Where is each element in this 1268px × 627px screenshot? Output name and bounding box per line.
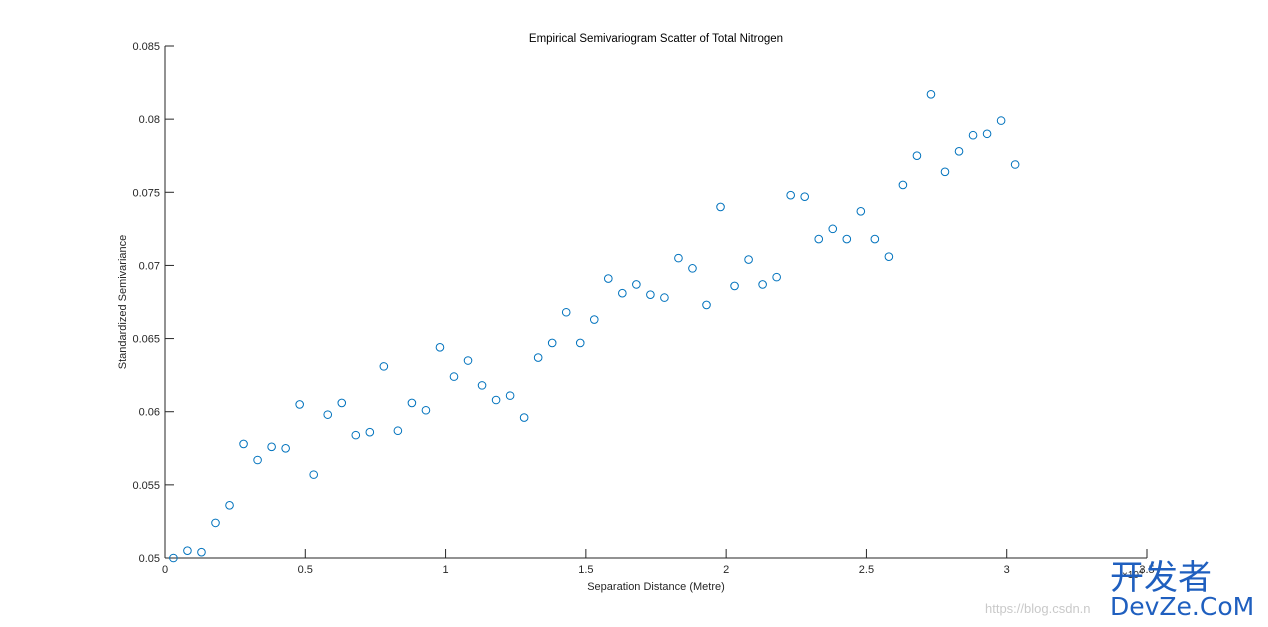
- y-tick-label: 0.07: [139, 260, 160, 272]
- data-point: [618, 288, 627, 298]
- y-ticks: 0.05 0.055 0.06 0.065 0.07 0.075 0.08 0.085: [132, 41, 174, 565]
- data-point: [674, 253, 683, 263]
- data-point: [982, 129, 992, 139]
- data-point: [702, 300, 711, 310]
- data-point: [575, 338, 585, 348]
- data-point: [660, 293, 669, 302]
- x-tick-label: 1: [443, 564, 449, 576]
- data-point: [197, 547, 206, 557]
- x-tick-label: 3: [1004, 564, 1010, 576]
- x-exponent-label: ×104: [1122, 567, 1144, 581]
- data-point: [393, 426, 403, 436]
- data-point: [211, 518, 220, 528]
- y-tick-label: 0.055: [132, 480, 160, 492]
- data-point: [253, 455, 262, 465]
- data-point: [632, 280, 641, 289]
- data-point: [547, 338, 557, 348]
- x-tick-label: 1.5: [578, 564, 593, 576]
- y-tick-label: 0.06: [139, 407, 160, 419]
- data-point: [716, 202, 725, 212]
- axes: [164, 46, 1147, 559]
- data-point: [744, 255, 753, 264]
- data-point: [351, 430, 361, 440]
- data-point: [898, 180, 908, 190]
- data-point: [884, 252, 894, 261]
- x-ticks: 0 0.5 1 1.5 2 2.5 3 3.5: [162, 549, 1155, 576]
- data-point: [435, 343, 445, 352]
- data-point: [926, 89, 936, 99]
- data-point: [239, 439, 248, 449]
- data-point: [800, 192, 810, 201]
- data-point: [646, 290, 655, 299]
- data-point: [912, 151, 922, 161]
- data-point: [604, 274, 613, 283]
- data-point: [842, 234, 852, 244]
- watermark: https://blog.csdn.n 开发者 DevZe.CoM: [985, 558, 1254, 621]
- x-axis-title: Separation Distance (Metre): [587, 581, 725, 593]
- y-tick-label: 0.085: [132, 41, 160, 53]
- data-point: [183, 546, 192, 555]
- data-point: [561, 307, 571, 317]
- x-tick-label: 0: [162, 564, 168, 576]
- data-point: [309, 470, 319, 479]
- data-point: [463, 356, 473, 365]
- data-point: [758, 280, 767, 289]
- data-point: [996, 116, 1006, 125]
- x-exponent-power: 4: [1139, 567, 1144, 576]
- y-tick-label: 0.08: [139, 114, 160, 126]
- data-point: [421, 405, 431, 415]
- watermark-brand-cn: 开发者: [1110, 558, 1212, 598]
- watermark-url: https://blog.csdn.n: [985, 601, 1091, 616]
- data-point: [940, 167, 950, 177]
- data-point: [491, 395, 501, 405]
- x-tick-label: 0.5: [298, 564, 313, 576]
- data-point: [365, 427, 375, 437]
- data-point: [337, 398, 347, 408]
- data-point: [225, 501, 234, 510]
- y-axis-title: Standardized Semivariance: [117, 235, 129, 370]
- data-point: [323, 410, 333, 419]
- data-point: [786, 190, 795, 200]
- watermark-brand-en: DevZe.CoM: [1110, 592, 1254, 621]
- data-point: [730, 281, 739, 291]
- data-point: [856, 207, 866, 216]
- data-point: [281, 443, 290, 453]
- data-point: [589, 315, 599, 324]
- data-point: [295, 400, 304, 409]
- data-point: [772, 272, 781, 282]
- data-point: [828, 224, 838, 234]
- data-point: [407, 398, 417, 408]
- data-point: [968, 130, 978, 140]
- y-tick-label: 0.05: [139, 553, 160, 565]
- data-point: [954, 147, 964, 156]
- x-tick-label: 2: [723, 564, 729, 576]
- data-point: [505, 391, 515, 400]
- data-points: [169, 89, 1020, 563]
- x-tick-label: 2.5: [859, 564, 874, 576]
- data-point: [379, 362, 389, 371]
- data-point: [533, 353, 543, 362]
- y-tick-label: 0.075: [132, 187, 160, 199]
- y-tick-label: 0.065: [132, 334, 160, 346]
- data-point: [267, 442, 276, 452]
- data-point: [870, 234, 880, 244]
- data-point: [519, 413, 529, 422]
- chart-title: Empirical Semivariogram Scatter of Total…: [529, 33, 783, 45]
- data-point: [449, 372, 459, 381]
- x-tick-label: 3.5: [1139, 564, 1154, 576]
- data-point: [814, 234, 824, 244]
- data-point: [169, 553, 178, 563]
- data-point: [1010, 160, 1020, 169]
- data-point: [477, 381, 487, 390]
- data-point: [688, 264, 697, 273]
